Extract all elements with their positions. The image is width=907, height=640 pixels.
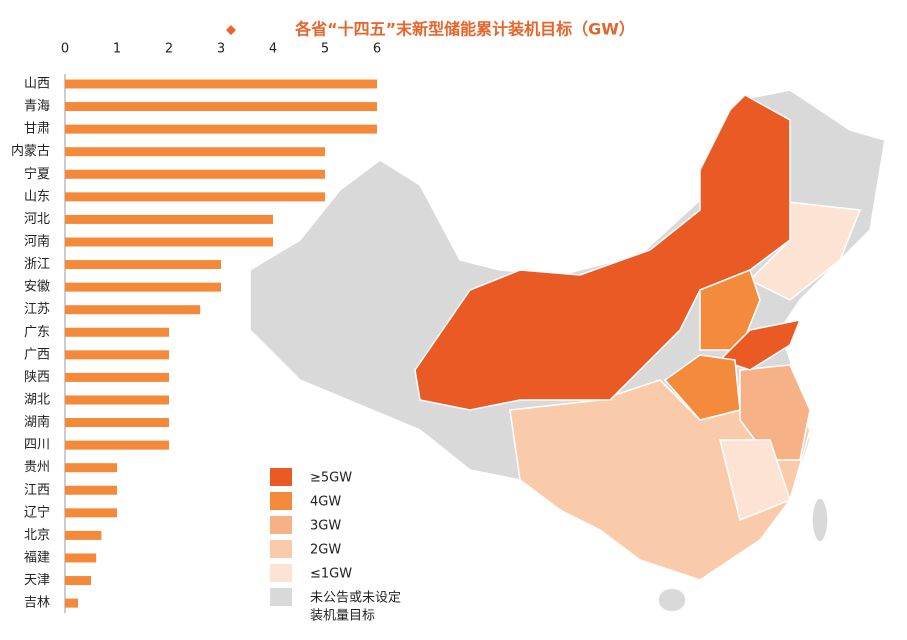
bar	[65, 440, 169, 450]
y-tick-label: 宁夏	[24, 166, 50, 182]
legend-label: 4GW	[310, 495, 341, 510]
legend-swatch	[270, 468, 292, 486]
map-region	[739, 364, 811, 461]
map-region	[414, 94, 791, 411]
legend-label: 未公告或未设定	[310, 591, 401, 606]
map-region	[718, 318, 802, 371]
y-tick-label: 浙江	[24, 257, 50, 272]
legend-label: 装机量目标	[310, 609, 375, 624]
legend-swatch	[270, 516, 292, 534]
bar	[65, 350, 169, 360]
chart-title: 各省“十四五”末新型储能累计装机目标（GW）	[294, 20, 635, 39]
bar	[65, 508, 117, 518]
y-tick-label: 安徽	[24, 280, 50, 295]
x-tick-label: 5	[321, 42, 329, 57]
bar	[65, 327, 169, 337]
title-marker: ◆	[226, 23, 236, 38]
legend-swatch	[270, 492, 292, 510]
x-tick-label: 1	[113, 42, 121, 57]
y-tick-label: 吉林	[24, 596, 50, 611]
bar	[65, 260, 221, 270]
y-tick-label: 甘肃	[24, 122, 50, 137]
map-region	[719, 439, 791, 522]
bar	[65, 576, 91, 586]
bar	[65, 169, 325, 179]
bar	[65, 530, 102, 540]
bar	[65, 79, 377, 89]
y-tick-label: 天津	[24, 573, 50, 588]
x-tick-label: 6	[373, 42, 381, 57]
y-tick-label: 河南	[24, 233, 50, 249]
bar	[65, 372, 169, 382]
map-region	[657, 587, 687, 613]
legend-swatch	[270, 564, 292, 582]
y-tick-label: 内蒙古	[11, 143, 50, 159]
legend-swatch	[270, 540, 292, 558]
bar	[65, 192, 325, 202]
x-tick-label: 4	[269, 42, 277, 57]
bar	[65, 418, 169, 428]
map-region	[663, 354, 741, 421]
x-tick-label: 2	[165, 42, 173, 57]
y-tick-label: 江苏	[24, 301, 50, 317]
bar	[65, 124, 377, 134]
bar	[65, 282, 221, 292]
y-tick-label: 广东	[24, 325, 50, 340]
y-tick-label: 广西	[24, 347, 50, 362]
y-tick-label: 湖北	[24, 392, 50, 407]
y-tick-label: 福建	[24, 550, 50, 565]
bar	[65, 102, 377, 112]
legend-swatch	[270, 588, 292, 606]
map-region	[811, 497, 829, 543]
y-tick-label: 四川	[24, 438, 50, 453]
y-tick-label: 贵州	[24, 460, 50, 475]
map-region	[699, 269, 761, 351]
bar	[65, 305, 201, 315]
y-tick-label: 北京	[24, 528, 50, 543]
bar	[65, 147, 325, 157]
bar	[65, 214, 273, 224]
legend-label: 2GW	[310, 543, 341, 558]
legend-label: ≥5GW	[310, 471, 352, 486]
x-tick-label: 0	[61, 42, 69, 57]
bar	[65, 395, 169, 405]
y-tick-label: 青海	[24, 99, 50, 114]
y-tick-label: 湖南	[24, 414, 50, 430]
bar	[65, 237, 273, 247]
y-tick-label: 江西	[24, 483, 50, 498]
legend-label: ≤1GW	[310, 567, 352, 582]
legend-label: 3GW	[310, 519, 341, 534]
bar	[65, 553, 97, 563]
y-tick-label: 辽宁	[24, 504, 50, 520]
y-tick-label: 山东	[24, 189, 50, 204]
map	[249, 89, 886, 613]
y-tick-label: 陕西	[24, 370, 50, 385]
x-tick-label: 3	[217, 42, 225, 57]
y-tick-label: 山西	[24, 77, 50, 92]
bar	[65, 463, 117, 473]
bar	[65, 485, 117, 495]
y-tick-label: 河北	[24, 212, 50, 227]
bar	[65, 598, 78, 608]
